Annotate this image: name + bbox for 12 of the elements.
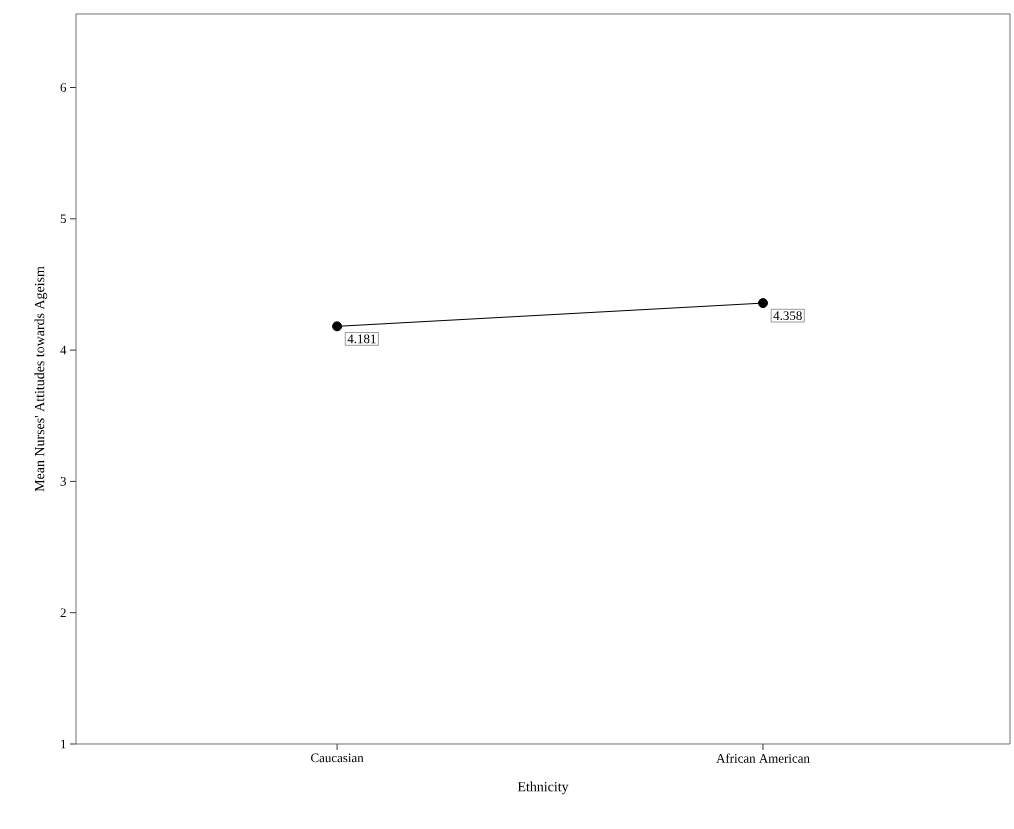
y-tick-label: 6: [60, 83, 67, 92]
x-tick-label: African American: [716, 753, 810, 763]
x-tick-label: Caucasian: [311, 753, 364, 763]
data-label: 4.181: [347, 334, 376, 344]
y-tick-label: 3: [60, 477, 66, 486]
data-label: 4.358: [773, 311, 802, 321]
x-axis-title: Ethnicity: [517, 781, 569, 795]
y-tick-label: 5: [60, 214, 66, 224]
y-tick-label: 4: [60, 345, 67, 355]
y-tick-label: 1: [61, 739, 66, 749]
y-tick-label: 2: [60, 608, 66, 617]
y-axis-title: Mean Nurses' Attitudes towards Ageism: [34, 266, 48, 492]
